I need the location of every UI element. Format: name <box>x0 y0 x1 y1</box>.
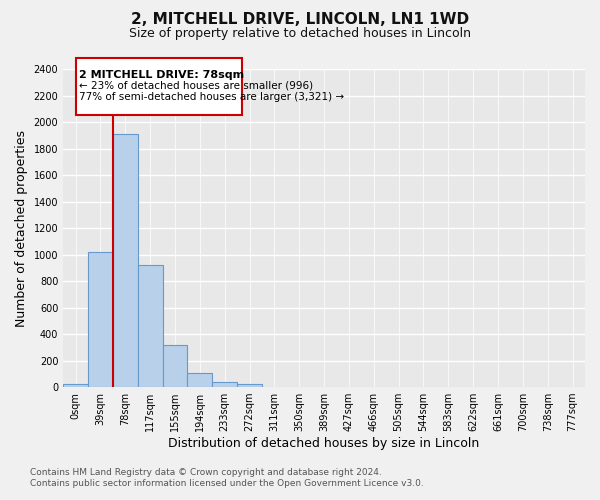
Bar <box>138 265 163 387</box>
Bar <box>187 373 212 387</box>
Bar <box>63 384 88 387</box>
Text: Size of property relative to detached houses in Lincoln: Size of property relative to detached ho… <box>129 28 471 40</box>
Text: Contains HM Land Registry data © Crown copyright and database right 2024.
Contai: Contains HM Land Registry data © Crown c… <box>30 468 424 487</box>
Text: 77% of semi-detached houses are larger (3,321) →: 77% of semi-detached houses are larger (… <box>79 92 344 102</box>
Bar <box>212 382 237 387</box>
Text: ← 23% of detached houses are smaller (996): ← 23% of detached houses are smaller (99… <box>79 81 313 91</box>
Bar <box>237 384 262 387</box>
FancyBboxPatch shape <box>76 58 242 116</box>
Text: 2 MITCHELL DRIVE: 78sqm: 2 MITCHELL DRIVE: 78sqm <box>79 70 244 80</box>
Bar <box>88 252 113 387</box>
Bar <box>113 134 138 387</box>
Text: 2, MITCHELL DRIVE, LINCOLN, LN1 1WD: 2, MITCHELL DRIVE, LINCOLN, LN1 1WD <box>131 12 469 28</box>
Y-axis label: Number of detached properties: Number of detached properties <box>15 130 28 326</box>
Bar <box>163 344 187 387</box>
X-axis label: Distribution of detached houses by size in Lincoln: Distribution of detached houses by size … <box>169 437 480 450</box>
